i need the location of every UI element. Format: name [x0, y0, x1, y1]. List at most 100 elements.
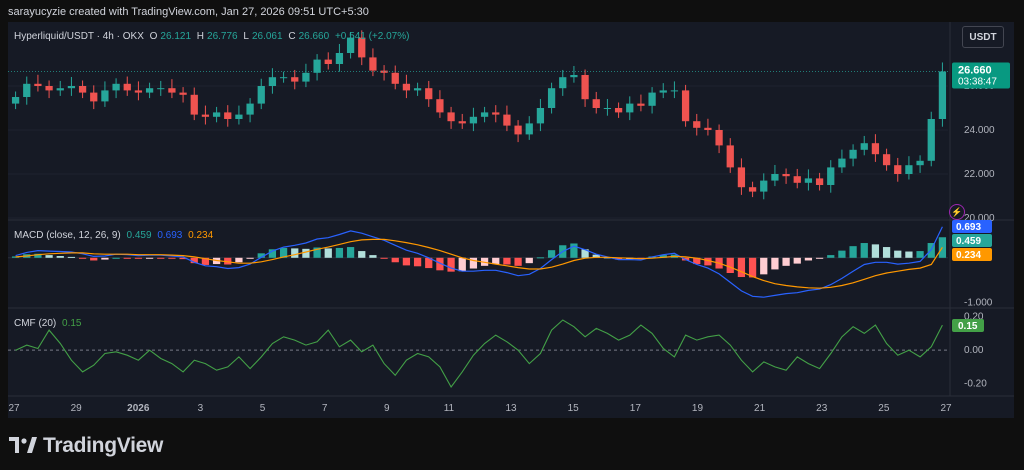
candle-body — [726, 145, 734, 168]
macd-histogram-bar — [514, 257, 522, 266]
symbol-label[interactable]: Hyperliquid/USDT · 4h · OKX — [14, 31, 144, 42]
candle-body — [358, 37, 366, 58]
macd-histogram-bar — [302, 248, 310, 258]
macd-histogram-bar — [190, 257, 198, 264]
macd-value-tag — [952, 234, 992, 247]
cmf-title[interactable]: CMF (20) — [14, 318, 57, 329]
macd-histogram-bar — [894, 250, 902, 258]
macd-histogram-bar — [157, 257, 165, 259]
macd-line — [15, 226, 943, 298]
macd-histogram-bar — [145, 257, 154, 259]
tradingview-logo-icon — [9, 437, 37, 453]
candle-body — [436, 99, 444, 113]
macd-line-value: 0.693 — [157, 230, 183, 241]
cmf-tick-label: -0.20 — [964, 379, 987, 390]
macd-histogram-bar — [168, 257, 176, 259]
macd-histogram-bar — [380, 257, 388, 259]
time-tick-label: 7 — [322, 403, 328, 414]
candle-body — [492, 112, 500, 115]
macd-histogram-bar — [804, 257, 813, 261]
macd-histogram-bar — [391, 257, 399, 263]
macd-histogram-bar — [201, 257, 210, 265]
macd-title[interactable]: MACD (close, 12, 26, 9) — [14, 230, 121, 241]
macd-histogram-bar — [45, 255, 53, 258]
alert-icon[interactable]: ⚡ — [949, 204, 965, 220]
macd-signal-line — [15, 238, 943, 289]
macd-histogram-bar — [771, 257, 779, 270]
candle-body — [614, 108, 623, 113]
macd-histogram-bar — [224, 257, 232, 265]
macd-histogram-bar — [313, 247, 321, 258]
candle-body — [224, 112, 232, 119]
candle-body — [279, 77, 288, 79]
macd-histogram-bar — [402, 257, 411, 266]
candle-body — [402, 83, 411, 91]
cmf-value: 0.15 — [62, 318, 82, 329]
candle-body — [637, 103, 645, 106]
macd-histogram-bar — [916, 251, 924, 258]
candle-body — [771, 174, 779, 181]
low-value: 26.061 — [251, 31, 283, 42]
chart-canvas[interactable]: 20.00022.00024.00026.00028.00026.66003:3… — [8, 22, 1014, 418]
macd-histogram-bar — [324, 248, 332, 258]
macd-histogram-bar — [246, 257, 254, 259]
macd-histogram-bar — [849, 246, 857, 258]
candle-body — [302, 72, 310, 82]
candle-body — [659, 90, 667, 93]
macd-histogram-bar — [737, 257, 746, 278]
macd-histogram-bar — [279, 247, 288, 258]
candle-body — [313, 59, 321, 73]
candle-body — [927, 119, 935, 161]
time-tick-label: 13 — [506, 403, 518, 414]
candle-body — [715, 130, 723, 146]
candle-body — [101, 90, 109, 102]
candle-body — [291, 77, 299, 82]
macd-histogram-bar — [335, 247, 344, 258]
candle-body — [793, 176, 801, 183]
candle-body — [324, 59, 332, 64]
candle-body — [380, 70, 388, 73]
macd-histogram-bar — [838, 250, 846, 258]
macd-legend: MACD (close, 12, 26, 9) 0.459 0.693 0.23… — [14, 230, 216, 241]
low-label: L — [243, 31, 249, 42]
currency-button[interactable]: USDT — [962, 26, 1004, 48]
macd-histogram-bar — [78, 257, 87, 259]
macd-histogram-bar — [592, 254, 600, 258]
macd-histogram-bar — [782, 257, 790, 266]
macd-histogram-bar — [11, 256, 20, 258]
candle-body — [871, 143, 880, 155]
candle-body — [559, 77, 567, 89]
macd-histogram-bar — [123, 257, 131, 259]
macd-histogram-bar — [101, 257, 109, 260]
macd-value-tag — [952, 220, 992, 233]
macd-histogram-bar — [726, 257, 734, 273]
candle-body — [145, 88, 154, 93]
time-tick-label: 21 — [754, 403, 766, 414]
candle-body — [257, 86, 265, 104]
candle-body — [882, 154, 891, 166]
candle-body — [849, 149, 857, 159]
macd-histogram-value: 0.459 — [126, 230, 152, 241]
macd-histogram-bar — [503, 257, 511, 265]
macd-histogram-bar — [291, 248, 299, 258]
close-value: 26.660 — [298, 31, 330, 42]
macd-histogram-bar — [525, 257, 533, 264]
candle-body — [212, 112, 221, 117]
macd-histogram-bar — [369, 255, 377, 258]
cmf-tick-label: 0.00 — [964, 345, 984, 356]
open-value: 26.121 — [160, 31, 192, 42]
candle-body — [45, 86, 53, 91]
candle-body — [815, 178, 824, 185]
price-legend: Hyperliquid/USDT · 4h · OKX O 26.121 H 26.… — [14, 31, 412, 42]
macd-histogram-bar — [570, 243, 578, 258]
macd-histogram-bar — [179, 257, 187, 260]
chart-area[interactable]: 20.00022.00024.00026.00028.00026.66003:3… — [8, 22, 1014, 418]
candle-body — [592, 99, 600, 108]
price-label-countdown: 03:38:47 — [958, 76, 997, 87]
macd-histogram-bar — [815, 257, 824, 259]
time-tick-label: 2026 — [127, 403, 150, 414]
macd-histogram-bar — [358, 251, 366, 258]
candle-body — [168, 88, 176, 93]
tradingview-logo: TradingView — [9, 434, 163, 458]
candle-body — [938, 71, 947, 119]
